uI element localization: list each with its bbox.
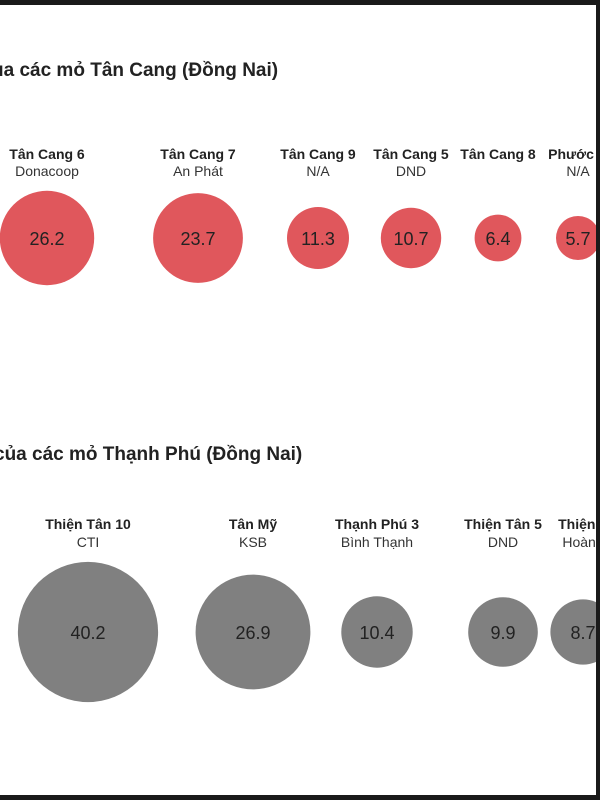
value-label: 6.4 bbox=[485, 229, 510, 249]
mine-name-label: Tân Cang 6 bbox=[9, 146, 85, 162]
owner-label: N/A bbox=[306, 163, 330, 179]
infographic-frame: ủa các mỏ Tân Cang (Đồng Nai) của các mỏ… bbox=[0, 5, 596, 795]
owner-label: Donacoop bbox=[15, 163, 79, 179]
bubble bbox=[17, 561, 159, 703]
value-label: 10.7 bbox=[393, 229, 428, 249]
bubble bbox=[556, 216, 596, 260]
owner-label: An Phát bbox=[173, 163, 223, 179]
bubble bbox=[550, 599, 596, 665]
bubble bbox=[468, 597, 538, 667]
bubble bbox=[380, 207, 442, 269]
owner-label: N/A bbox=[566, 163, 590, 179]
mine-name-label: Tân Cang 8 bbox=[460, 146, 536, 162]
value-label: 23.7 bbox=[180, 229, 215, 249]
bubble bbox=[287, 207, 349, 269]
value-label: 9.9 bbox=[490, 623, 515, 643]
owner-label: KSB bbox=[239, 534, 267, 550]
value-label: 26.9 bbox=[235, 623, 270, 643]
mine-name-label: Thạnh Phú 3 bbox=[335, 516, 419, 532]
bubble bbox=[0, 190, 95, 286]
value-label: 11.3 bbox=[301, 229, 335, 249]
owner-label: Hoàng bbox=[562, 534, 596, 550]
mine-name-label: Thiện Tân 5 bbox=[464, 516, 542, 532]
bubble bbox=[341, 596, 413, 668]
bubble-charts: ủa các mỏ Tân Cang (Đồng Nai) của các mỏ… bbox=[0, 60, 596, 703]
mine-name-label: Tân Cang 9 bbox=[280, 146, 356, 162]
bubble bbox=[195, 574, 311, 690]
chart-title-thanh-phu: của các mỏ Thạnh Phú (Đồng Nai) bbox=[0, 444, 302, 465]
mine-name-label: Thiện Tân 10 bbox=[45, 516, 131, 532]
chart-title-tan-cang: ủa các mỏ Tân Cang (Đồng Nai) bbox=[0, 60, 278, 81]
owner-label: DND bbox=[488, 534, 518, 550]
mine-name-label: Tân Cang 5 bbox=[373, 146, 449, 162]
owner-label: CTI bbox=[77, 534, 100, 550]
mine-name-label: Tân Mỹ bbox=[229, 516, 277, 532]
owner-label: Bình Thạnh bbox=[341, 534, 413, 550]
value-label: 8.7 bbox=[570, 623, 595, 643]
value-label: 26.2 bbox=[29, 229, 64, 249]
bubble bbox=[153, 193, 243, 283]
mine-name-label: Tân Cang 7 bbox=[160, 146, 236, 162]
value-label: 5.7 bbox=[565, 229, 590, 249]
mine-name-label: Phước B bbox=[548, 146, 596, 162]
chart-thanh-phu: 40.2 Thiện Tân 10 CTI 26.9 Tân Mỹ KSB 10.4 Thạn… bbox=[17, 516, 596, 703]
owner-label: DND bbox=[396, 163, 426, 179]
value-label: 40.2 bbox=[70, 623, 105, 643]
value-label: 10.4 bbox=[359, 623, 394, 643]
bubble bbox=[474, 214, 522, 262]
mine-name-label: Thiện T bbox=[558, 516, 596, 532]
